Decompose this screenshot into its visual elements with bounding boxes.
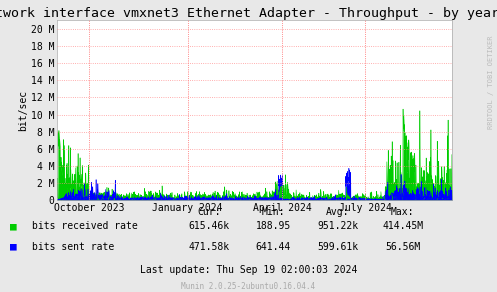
- Text: 471.58k: 471.58k: [188, 242, 229, 252]
- Text: 615.46k: 615.46k: [188, 221, 229, 231]
- Y-axis label: bit/sec: bit/sec: [18, 90, 28, 131]
- Text: 599.61k: 599.61k: [318, 242, 358, 252]
- Text: Last update: Thu Sep 19 02:00:03 2024: Last update: Thu Sep 19 02:00:03 2024: [140, 265, 357, 275]
- Text: 56.56M: 56.56M: [385, 242, 420, 252]
- Text: 414.45M: 414.45M: [382, 221, 423, 231]
- Text: bits received rate: bits received rate: [32, 221, 138, 231]
- Text: Munin 2.0.25-2ubuntu0.16.04.4: Munin 2.0.25-2ubuntu0.16.04.4: [181, 282, 316, 291]
- Text: Network interface vmxnet3 Ethernet Adapter - Throughput - by year: Network interface vmxnet3 Ethernet Adapt…: [0, 7, 497, 20]
- Text: ■: ■: [10, 221, 17, 231]
- Text: RRDTOOL / TOBI OETIKER: RRDTOOL / TOBI OETIKER: [488, 35, 494, 128]
- Text: Min:: Min:: [261, 207, 285, 217]
- Text: bits sent rate: bits sent rate: [32, 242, 114, 252]
- Text: 951.22k: 951.22k: [318, 221, 358, 231]
- Text: ■: ■: [10, 242, 17, 252]
- Text: Avg:: Avg:: [326, 207, 350, 217]
- Text: Cur:: Cur:: [197, 207, 221, 217]
- Text: 641.44: 641.44: [256, 242, 291, 252]
- Text: Max:: Max:: [391, 207, 414, 217]
- Text: 188.95: 188.95: [256, 221, 291, 231]
